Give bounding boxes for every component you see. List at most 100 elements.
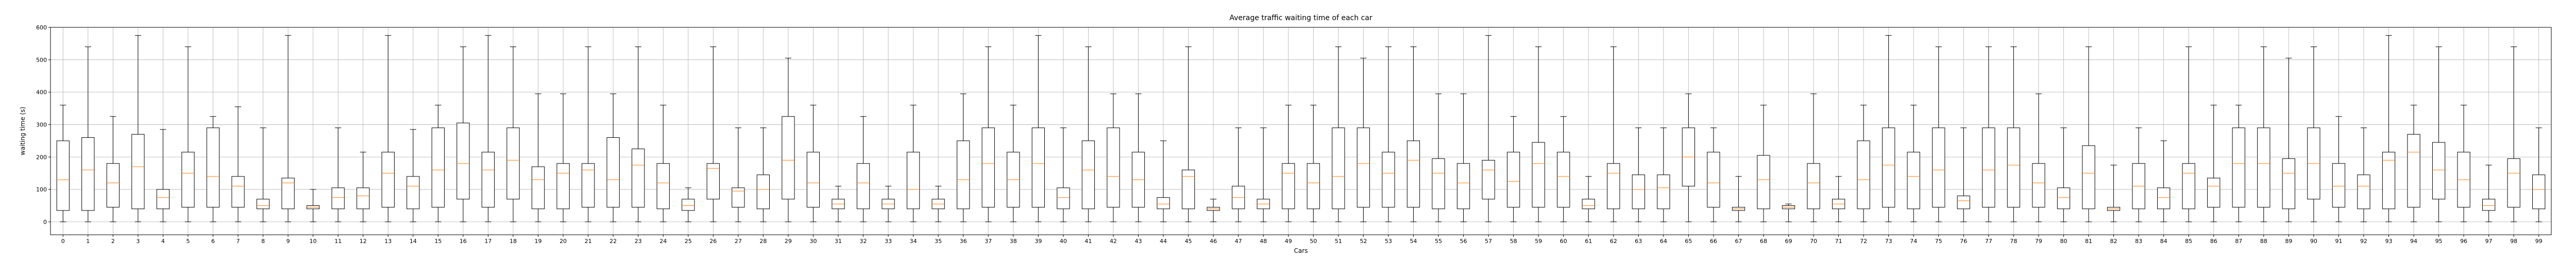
- iqr-box: [1557, 152, 1570, 208]
- box-group: [1807, 93, 1820, 222]
- box-group: [2107, 165, 2121, 222]
- x-tick-label: 72: [1860, 238, 1867, 245]
- iqr-box: [1357, 127, 1370, 208]
- x-tick-label: 6: [211, 238, 215, 245]
- iqr-box: [1632, 174, 1645, 209]
- iqr-box: [1081, 140, 1095, 209]
- x-tick-label: 32: [860, 238, 867, 245]
- box-group: [2332, 116, 2346, 222]
- box-group: [2457, 105, 2470, 222]
- x-tick-label: 20: [560, 238, 567, 245]
- box-group: [1557, 116, 1570, 222]
- x-tick-label: 30: [809, 238, 817, 245]
- y-tick-label: 100: [36, 186, 47, 193]
- iqr-box: [106, 163, 120, 208]
- x-tick-label: 41: [1084, 238, 1092, 245]
- x-tick-label: 59: [1535, 238, 1542, 245]
- box-group: [81, 46, 95, 222]
- iqr-box: [2357, 174, 2370, 209]
- x-tick-label: 50: [1310, 238, 1317, 245]
- x-tick-label: 51: [1335, 238, 1342, 245]
- iqr-box: [682, 199, 695, 211]
- iqr-box: [1031, 127, 1045, 208]
- box-group: [806, 105, 820, 222]
- x-tick-label: 19: [535, 238, 542, 245]
- box-group: [156, 129, 170, 222]
- iqr-box: [957, 140, 970, 209]
- iqr-box: [156, 189, 170, 209]
- iqr-box: [1582, 199, 1595, 209]
- iqr-box: [1857, 140, 1870, 209]
- box-group: [2532, 127, 2546, 222]
- x-tick-label: 4: [161, 238, 165, 245]
- box-group: [1482, 35, 1495, 222]
- iqr-box: [2332, 163, 2346, 208]
- box-group: [2232, 105, 2245, 222]
- box-group: [906, 105, 920, 222]
- box-group: [1232, 127, 1245, 222]
- x-tick-label: 35: [935, 238, 942, 245]
- x-tick-label: 13: [384, 238, 392, 245]
- iqr-box: [1181, 169, 1195, 209]
- x-tick-label: 46: [1210, 238, 1217, 245]
- x-tick-label: 21: [585, 238, 592, 245]
- box-group: [2432, 46, 2446, 222]
- iqr-box: [581, 163, 595, 208]
- x-tick-label: 56: [1460, 238, 1467, 245]
- x-tick-label: 99: [2535, 238, 2543, 245]
- x-tick-label: 9: [286, 238, 290, 245]
- x-tick-label: 81: [2085, 238, 2092, 245]
- iqr-box: [531, 166, 545, 209]
- x-tick-label: 43: [1134, 238, 1142, 245]
- iqr-box: [131, 134, 145, 209]
- iqr-box: [2432, 142, 2446, 200]
- x-tick-label: 49: [1285, 238, 1292, 245]
- x-tick-label: 88: [2260, 238, 2267, 245]
- x-tick-label: 39: [1035, 238, 1042, 245]
- x-axis-title: Cars: [1294, 247, 1308, 254]
- box-group: [1057, 127, 1070, 222]
- x-tick-label: 48: [1260, 238, 1267, 245]
- iqr-box: [1456, 163, 1470, 209]
- x-tick-label: 91: [2335, 238, 2342, 245]
- box-group: [1406, 46, 1420, 222]
- x-tick-label: 60: [1560, 238, 1567, 245]
- iqr-box: [1907, 152, 1920, 209]
- x-tick-label: 5: [186, 238, 190, 245]
- iqr-box: [181, 152, 195, 208]
- box-group: [357, 152, 370, 222]
- x-tick-label: 31: [835, 238, 842, 245]
- x-tick-label: 3: [136, 238, 140, 245]
- x-tick-label: 89: [2285, 238, 2292, 245]
- plot-frame: [50, 27, 2552, 235]
- iqr-box: [782, 116, 795, 200]
- box-group: [756, 127, 770, 222]
- x-tick-label: 10: [310, 238, 317, 245]
- x-tick-label: 34: [910, 238, 917, 245]
- box-group: [1682, 93, 1696, 222]
- x-tick-label: 75: [1935, 238, 1942, 245]
- x-tick-label: 97: [2485, 238, 2493, 245]
- x-tick-label: 42: [1110, 238, 1117, 245]
- x-tick-label: 47: [1235, 238, 1242, 245]
- iqr-box: [1382, 152, 1395, 208]
- box-group: [256, 127, 270, 222]
- x-tick-label: 53: [1385, 238, 1392, 245]
- x-tick-label: 7: [236, 238, 240, 245]
- box-group: [632, 46, 645, 222]
- x-tick-label: 45: [1185, 238, 1192, 245]
- y-tick-label: 600: [36, 24, 47, 31]
- iqr-box: [606, 137, 620, 208]
- box-group: [1832, 176, 1845, 222]
- box-group: [456, 46, 470, 222]
- x-tick-label: 38: [1010, 238, 1017, 245]
- iqr-box: [2482, 199, 2496, 211]
- x-tick-label: 90: [2310, 238, 2317, 245]
- box-group: [2507, 46, 2520, 222]
- iqr-box: [1332, 127, 1345, 209]
- x-tick-label: 96: [2460, 238, 2467, 245]
- iqr-box: [1432, 158, 1445, 209]
- box-group: [1757, 105, 1770, 222]
- x-tick-label: 87: [2235, 238, 2242, 245]
